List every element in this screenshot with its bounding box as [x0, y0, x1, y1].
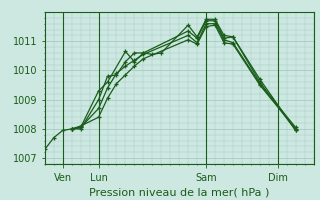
X-axis label: Pression niveau de la mer( hPa ): Pression niveau de la mer( hPa ) — [89, 187, 269, 197]
